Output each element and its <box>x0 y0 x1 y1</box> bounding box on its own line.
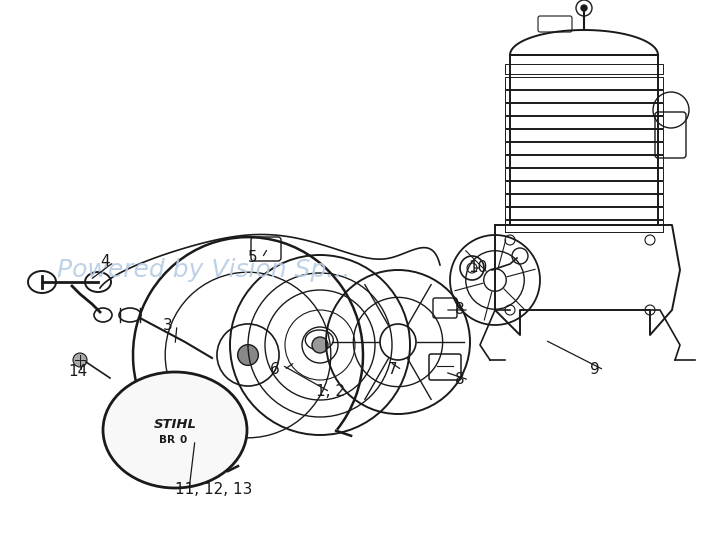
Text: 11, 12, 13: 11, 12, 13 <box>175 483 252 498</box>
Text: STIHL: STIHL <box>154 418 197 430</box>
Text: 4: 4 <box>100 255 110 270</box>
Text: 7: 7 <box>388 363 398 378</box>
Text: 8: 8 <box>455 302 464 317</box>
Text: 0: 0 <box>179 435 187 445</box>
Text: 5: 5 <box>248 251 258 266</box>
Text: 1, 2: 1, 2 <box>316 385 345 400</box>
Text: 10: 10 <box>468 261 487 276</box>
Text: 8: 8 <box>455 373 464 388</box>
Text: 3: 3 <box>163 317 173 332</box>
Text: 14: 14 <box>68 365 87 380</box>
Text: 6: 6 <box>270 363 280 378</box>
Circle shape <box>73 353 87 367</box>
Circle shape <box>312 337 328 353</box>
Text: 9: 9 <box>590 363 600 378</box>
Text: BR: BR <box>159 435 175 445</box>
Circle shape <box>238 345 258 365</box>
Circle shape <box>581 5 587 11</box>
Ellipse shape <box>103 372 247 488</box>
Text: Powered by Vision Sp...: Powered by Vision Sp... <box>57 257 350 282</box>
